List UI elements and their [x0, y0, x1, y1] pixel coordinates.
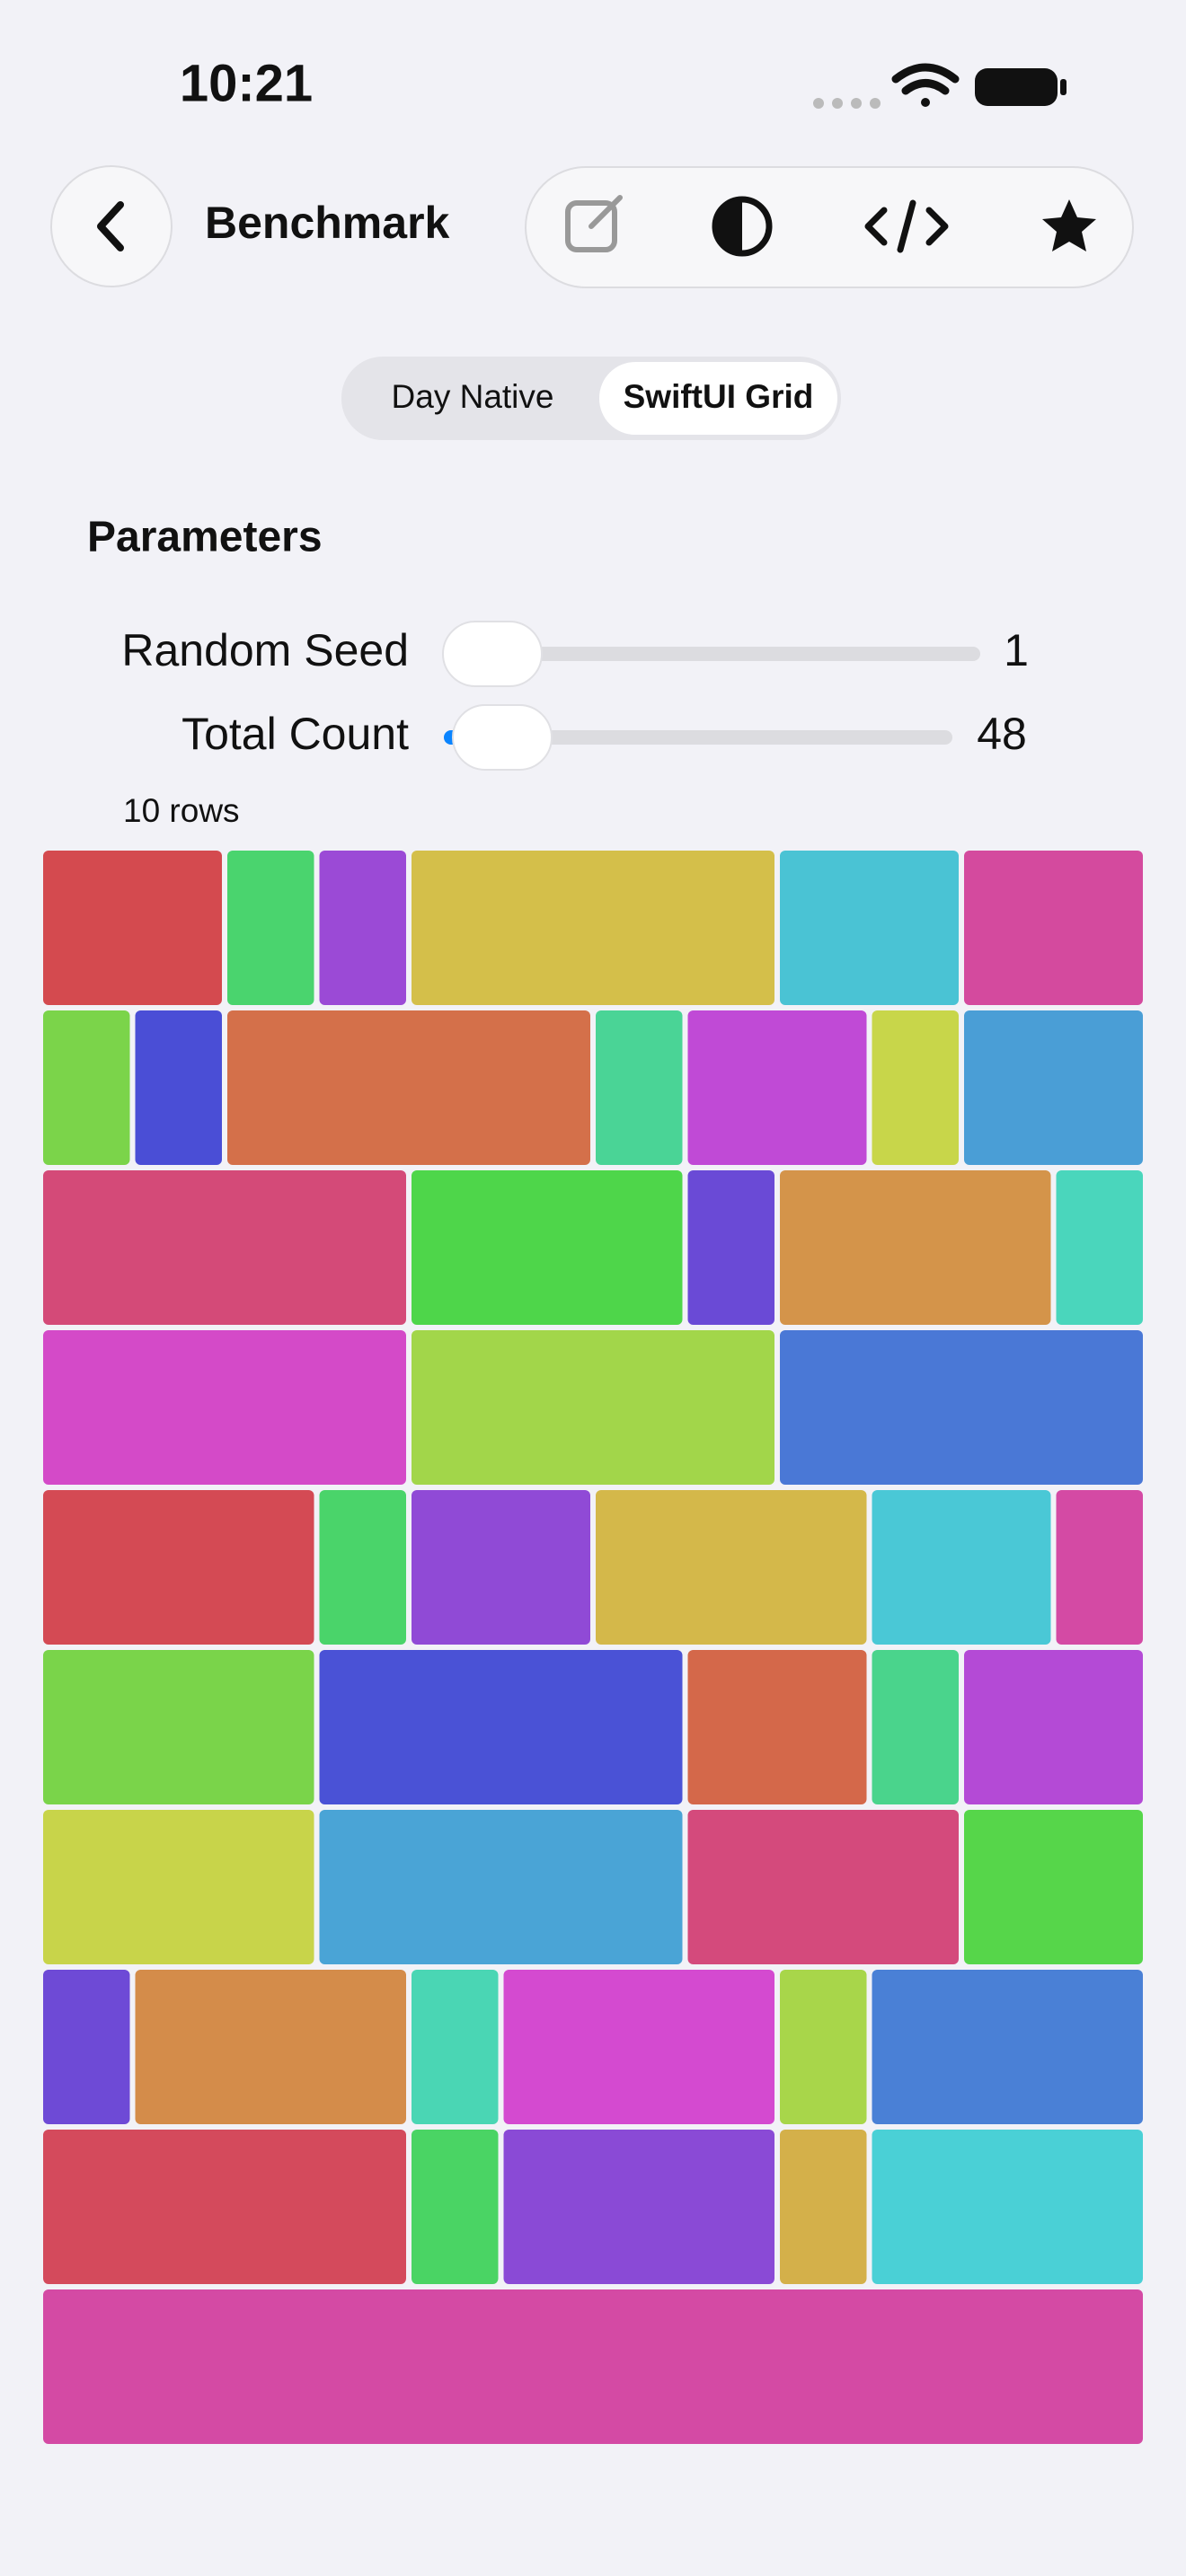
segment-label[interactable]: SwiftUI Grid	[624, 378, 814, 415]
slider-value: 1	[1004, 625, 1029, 675]
grid-block	[872, 1010, 959, 1165]
grid-block	[1056, 1170, 1143, 1325]
grid-block	[964, 1010, 1143, 1165]
signal-dots	[813, 98, 881, 109]
section-title: Parameters	[87, 514, 323, 561]
back-button[interactable]	[50, 165, 173, 287]
status-time: 10:21	[180, 54, 313, 112]
grid-block	[319, 851, 406, 1005]
grid-block	[43, 2130, 406, 2284]
grid-block	[872, 1490, 1051, 1645]
slider-thumb[interactable]	[452, 704, 553, 771]
grid-block	[596, 1490, 867, 1645]
grid-block	[780, 1970, 867, 2124]
grid-block	[319, 1810, 683, 1964]
grid-block	[964, 1810, 1143, 1964]
contrast-button[interactable]	[712, 196, 773, 257]
grid-block	[43, 1330, 406, 1485]
grid-block	[43, 1170, 406, 1325]
grid-block	[780, 851, 959, 1005]
grid-block	[43, 1490, 314, 1645]
grid-block	[227, 851, 314, 1005]
compose-button[interactable]	[565, 195, 623, 252]
grid-block	[412, 851, 774, 1005]
grid-block	[872, 2130, 1143, 2284]
grid-block	[687, 1170, 774, 1325]
grid-block	[43, 1810, 314, 1964]
slider-label: Total Count	[181, 709, 409, 759]
grid-block	[503, 2130, 774, 2284]
grid-block	[412, 2130, 499, 2284]
segment-label[interactable]: Day Native	[392, 378, 554, 415]
grid-block	[43, 851, 222, 1005]
grid-block	[1056, 1490, 1143, 1645]
grid-block	[135, 1970, 406, 2124]
grid-block	[780, 2130, 867, 2284]
grid-block	[596, 1010, 683, 1165]
slider-label: Random Seed	[121, 625, 409, 675]
grid-block	[687, 1810, 959, 1964]
grid-block	[43, 2289, 1143, 2444]
segment-selected	[599, 362, 837, 435]
grid-block	[687, 1650, 867, 1804]
grid-block	[872, 1970, 1143, 2124]
grid-block	[412, 1330, 774, 1485]
slider-track[interactable]	[444, 647, 980, 661]
grid-block	[135, 1010, 222, 1165]
grid-block	[872, 1650, 959, 1804]
nav-title: Benchmark	[205, 198, 450, 248]
grid-block	[43, 1970, 130, 2124]
slider-thumb[interactable]	[442, 621, 543, 687]
grid-block	[780, 1330, 1143, 1485]
battery-icon	[975, 68, 1067, 106]
wifi-icon	[891, 63, 960, 107]
grid-caption: 10 rows	[123, 792, 240, 829]
grid-block	[319, 1650, 683, 1804]
grid-block	[43, 1010, 130, 1165]
grid-block	[319, 1490, 406, 1645]
toolbar	[525, 166, 1134, 288]
grid-block	[964, 851, 1143, 1005]
grid-block	[964, 1650, 1143, 1804]
slider-value: 48	[977, 709, 1027, 759]
grid-block	[43, 1650, 314, 1804]
favorite-button[interactable]	[1042, 199, 1096, 251]
slider-track[interactable]	[444, 730, 952, 745]
grid-block	[503, 1970, 774, 2124]
grid-block	[687, 1010, 867, 1165]
grid-block	[412, 1490, 590, 1645]
code-button[interactable]	[864, 199, 949, 253]
grid-block	[412, 1970, 499, 2124]
grid-block	[227, 1010, 590, 1165]
grid-block	[412, 1170, 683, 1325]
grid-block	[780, 1170, 1051, 1325]
